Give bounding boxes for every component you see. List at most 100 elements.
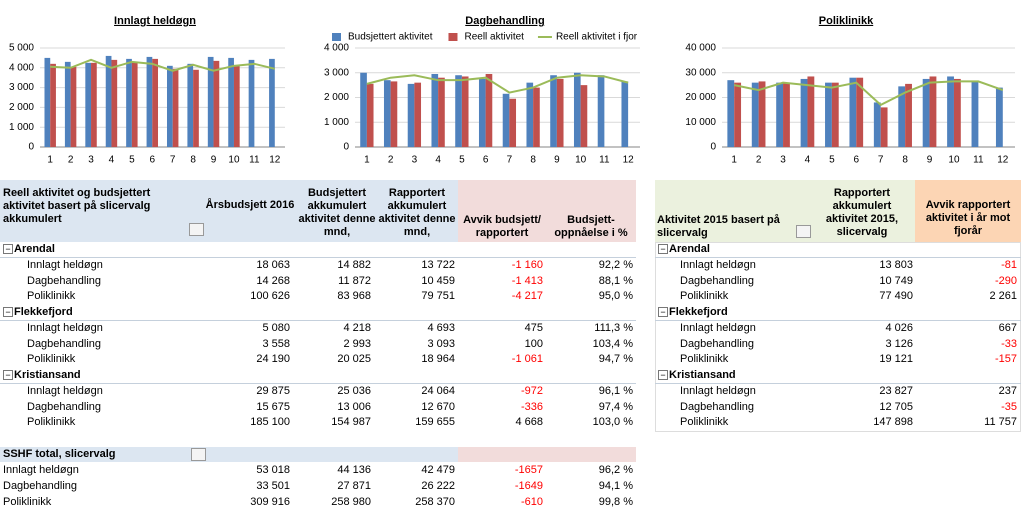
table-cell: -4 217 xyxy=(511,290,543,303)
table-cell: -81 xyxy=(1001,258,1017,271)
bar xyxy=(856,77,864,147)
column-header: Aktivitet 2015 basert på slicervalg xyxy=(657,214,780,239)
x-tick-label: 12 xyxy=(269,155,281,166)
bar xyxy=(152,58,159,147)
table-cell: -1 413 xyxy=(511,274,543,287)
table-cell: 100 626 xyxy=(250,290,290,303)
group-toggle: − xyxy=(3,307,13,317)
table-cell: Dagbehandling xyxy=(680,337,755,350)
table-cell: 237 xyxy=(998,384,1017,397)
x-tick-label: 7 xyxy=(507,155,513,166)
table-cell: 33 501 xyxy=(256,480,290,492)
table-cell: 5 080 xyxy=(262,321,290,334)
x-tick-label: 9 xyxy=(554,155,560,166)
bar xyxy=(971,81,979,147)
x-tick-label: 7 xyxy=(170,155,176,166)
table-cell: 53 018 xyxy=(256,464,290,476)
group-toggle: − xyxy=(3,244,13,254)
y-tick-label: 30 000 xyxy=(685,67,716,78)
filter-button[interactable] xyxy=(189,223,204,236)
bar xyxy=(64,61,71,147)
table-cell: Dagbehandling xyxy=(680,400,755,413)
table-cell: Poliklinikk xyxy=(27,353,76,366)
table-cell: 96,2 % xyxy=(598,464,633,476)
filter-button[interactable] xyxy=(796,225,811,238)
table-cell: Dagbehandling xyxy=(27,400,102,413)
y-tick-label: 20 000 xyxy=(685,92,716,103)
table-cell: 11 872 xyxy=(338,274,371,287)
bar xyxy=(478,78,486,147)
column-header: Avvik budsjett/ rapportert xyxy=(463,214,541,239)
bar xyxy=(126,58,132,147)
table-cell: 13 803 xyxy=(879,258,913,271)
table-cell: 15 675 xyxy=(256,400,290,413)
y-tick-label: 4 000 xyxy=(324,43,349,54)
table-cell: 3 558 xyxy=(262,337,290,350)
bar xyxy=(105,55,112,147)
table-cell: Poliklinikk xyxy=(27,416,76,429)
bar xyxy=(233,65,240,147)
table-cell: 4 668 xyxy=(515,416,543,429)
table-cell: 14 268 xyxy=(256,274,290,287)
y-tick-label: 0 xyxy=(28,142,34,153)
table-cell: Dagbehandling xyxy=(680,274,755,287)
bar xyxy=(776,82,784,147)
table-cell: 4 693 xyxy=(427,321,455,334)
table-cell: 258 980 xyxy=(331,496,371,508)
y-tick-label: 2 000 xyxy=(9,102,34,113)
total-header-bg xyxy=(458,447,636,462)
bar xyxy=(187,63,194,148)
x-tick-label: 4 xyxy=(435,155,441,166)
table-cell: 44 136 xyxy=(337,464,371,476)
x-tick-label: 5 xyxy=(459,155,465,166)
table-cell: 111,3 % xyxy=(594,321,633,334)
column-header: Årsbudsjett 2016 xyxy=(205,199,295,211)
group-name: Arendal xyxy=(669,243,710,255)
group-rule xyxy=(0,319,636,321)
table-cell: 77 490 xyxy=(879,290,913,303)
table-cell: 24 190 xyxy=(256,353,290,366)
bar xyxy=(509,98,517,147)
bar xyxy=(172,68,179,147)
table-cell: 2 993 xyxy=(343,337,371,350)
bar xyxy=(573,72,581,147)
filter-button[interactable] xyxy=(191,448,206,461)
group-toggle: − xyxy=(658,244,668,254)
table-cell: Innlagt heldøgn xyxy=(680,321,756,334)
table-cell: 83 968 xyxy=(337,290,371,303)
bar xyxy=(360,72,367,147)
y-tick-label: 5 000 xyxy=(9,43,34,54)
chart-title: Poliklinikk xyxy=(819,15,874,27)
bar xyxy=(111,59,118,147)
column-header: Rapportert akkumulert aktivitet denne mn… xyxy=(378,187,456,238)
table-cell: Poliklinikk xyxy=(3,496,52,508)
y-tick-label: 40 000 xyxy=(685,43,716,54)
table-cell: 24 064 xyxy=(421,384,455,397)
table-cell: 12 705 xyxy=(879,400,913,413)
bar xyxy=(905,83,912,147)
table-cell: Dagbehandling xyxy=(27,337,102,350)
group-name: Kristiansand xyxy=(669,369,736,381)
table-cell: Poliklinikk xyxy=(27,290,76,303)
bar xyxy=(800,78,808,147)
legend-label: Reell aktivitet i fjor xyxy=(556,32,638,43)
bar xyxy=(734,82,742,147)
bar xyxy=(880,107,888,147)
y-tick-label: 3 000 xyxy=(324,67,349,78)
table-cell: 94,1 % xyxy=(598,480,633,492)
table-cell: 95,0 % xyxy=(598,290,633,303)
table-cell: Innlagt heldøgn xyxy=(3,464,79,476)
bar xyxy=(849,77,857,147)
bar xyxy=(248,59,255,147)
bar xyxy=(207,56,214,147)
chart-title: Innlagt heldøgn xyxy=(114,15,196,27)
bar xyxy=(580,85,588,147)
table-cell: 13 006 xyxy=(337,400,371,413)
table-cell: 11 757 xyxy=(984,416,1017,429)
total-title: SSHF total, slicervalg xyxy=(3,448,116,460)
table-cell: 154 987 xyxy=(331,416,371,429)
bar xyxy=(228,57,234,147)
x-tick-label: 6 xyxy=(150,155,156,166)
table-cell: 96,1 % xyxy=(598,384,633,397)
x-tick-label: 1 xyxy=(47,155,53,166)
